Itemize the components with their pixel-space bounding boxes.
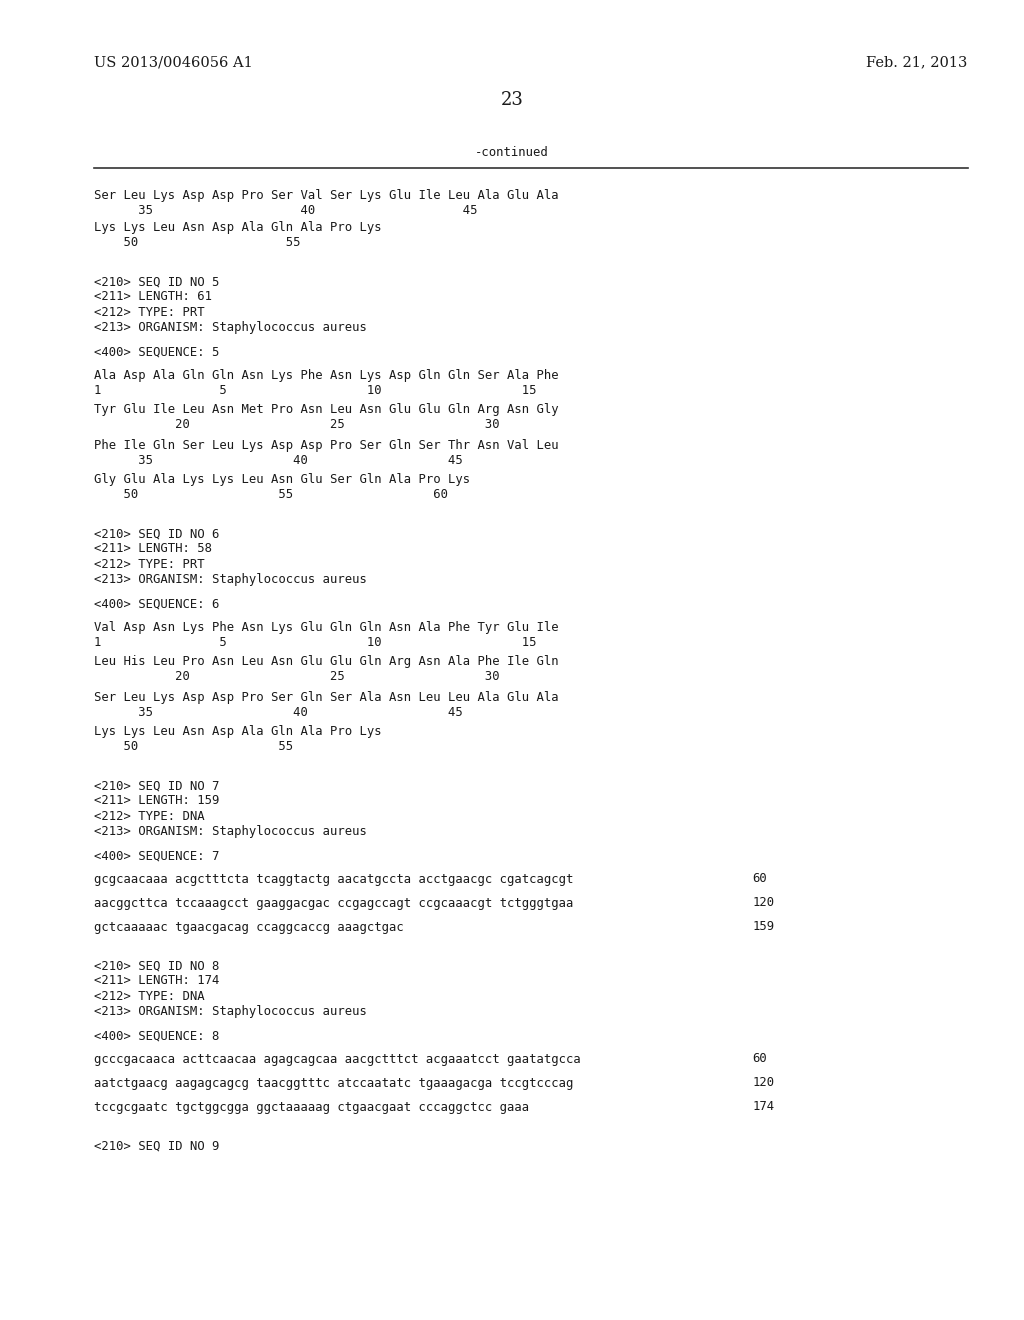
Text: Feb. 21, 2013: Feb. 21, 2013 [866, 55, 968, 69]
Text: <212> TYPE: PRT: <212> TYPE: PRT [94, 305, 205, 318]
Text: <212> TYPE: DNA: <212> TYPE: DNA [94, 990, 205, 1002]
Text: <210> SEQ ID NO 8: <210> SEQ ID NO 8 [94, 960, 219, 973]
Text: <213> ORGANISM: Staphylococcus aureus: <213> ORGANISM: Staphylococcus aureus [94, 573, 367, 586]
Text: <211> LENGTH: 61: <211> LENGTH: 61 [94, 290, 212, 304]
Text: 35                   40                   45: 35 40 45 [94, 705, 463, 718]
Text: 60: 60 [753, 1052, 767, 1065]
Text: 23: 23 [501, 91, 523, 110]
Text: 50                   55: 50 55 [94, 741, 293, 754]
Text: <400> SEQUENCE: 6: <400> SEQUENCE: 6 [94, 598, 219, 610]
Text: Lys Lys Leu Asn Asp Ala Gln Ala Pro Lys: Lys Lys Leu Asn Asp Ala Gln Ala Pro Lys [94, 726, 382, 738]
Text: gcccgacaaca acttcaacaa agagcagcaa aacgctttct acgaaatcct gaatatgcca: gcccgacaaca acttcaacaa agagcagcaa aacgct… [94, 1052, 581, 1065]
Text: 20                   25                   30: 20 25 30 [94, 418, 500, 432]
Text: US 2013/0046056 A1: US 2013/0046056 A1 [94, 55, 253, 69]
Text: Tyr Glu Ile Leu Asn Met Pro Asn Leu Asn Glu Glu Gln Arg Asn Gly: Tyr Glu Ile Leu Asn Met Pro Asn Leu Asn … [94, 404, 559, 417]
Text: 60: 60 [753, 873, 767, 886]
Text: <211> LENGTH: 159: <211> LENGTH: 159 [94, 795, 219, 808]
Text: 159: 159 [753, 920, 775, 933]
Text: <213> ORGANISM: Staphylococcus aureus: <213> ORGANISM: Staphylococcus aureus [94, 1005, 367, 1018]
Text: Lys Lys Leu Asn Asp Ala Gln Ala Pro Lys: Lys Lys Leu Asn Asp Ala Gln Ala Pro Lys [94, 222, 382, 235]
Text: 20                   25                   30: 20 25 30 [94, 671, 500, 684]
Text: 120: 120 [753, 1077, 775, 1089]
Text: -continued: -continued [475, 145, 549, 158]
Text: tccgcgaatc tgctggcgga ggctaaaaag ctgaacgaat cccaggctcc gaaa: tccgcgaatc tgctggcgga ggctaaaaag ctgaacg… [94, 1101, 529, 1114]
Text: Gly Glu Ala Lys Lys Leu Asn Glu Ser Gln Ala Pro Lys: Gly Glu Ala Lys Lys Leu Asn Glu Ser Gln … [94, 474, 470, 487]
Text: Ser Leu Lys Asp Asp Pro Ser Val Ser Lys Glu Ile Leu Ala Glu Ala: Ser Leu Lys Asp Asp Pro Ser Val Ser Lys … [94, 189, 559, 202]
Text: Val Asp Asn Lys Phe Asn Lys Glu Gln Gln Asn Ala Phe Tyr Glu Ile: Val Asp Asn Lys Phe Asn Lys Glu Gln Gln … [94, 620, 559, 634]
Text: <212> TYPE: DNA: <212> TYPE: DNA [94, 809, 205, 822]
Text: <210> SEQ ID NO 9: <210> SEQ ID NO 9 [94, 1139, 219, 1152]
Text: aatctgaacg aagagcagcg taacggtttc atccaatatc tgaaagacga tccgtcccag: aatctgaacg aagagcagcg taacggtttc atccaat… [94, 1077, 573, 1089]
Text: Ala Asp Ala Gln Gln Asn Lys Phe Asn Lys Asp Gln Gln Ser Ala Phe: Ala Asp Ala Gln Gln Asn Lys Phe Asn Lys … [94, 368, 559, 381]
Text: 1                5                   10                   15: 1 5 10 15 [94, 635, 537, 648]
Text: Ser Leu Lys Asp Asp Pro Ser Gln Ser Ala Asn Leu Leu Ala Glu Ala: Ser Leu Lys Asp Asp Pro Ser Gln Ser Ala … [94, 690, 559, 704]
Text: <400> SEQUENCE: 8: <400> SEQUENCE: 8 [94, 1030, 219, 1043]
Text: gcgcaacaaa acgctttcta tcaggtactg aacatgccta acctgaacgc cgatcagcgt: gcgcaacaaa acgctttcta tcaggtactg aacatgc… [94, 873, 573, 886]
Text: <400> SEQUENCE: 5: <400> SEQUENCE: 5 [94, 346, 219, 359]
Text: Leu His Leu Pro Asn Leu Asn Glu Glu Gln Arg Asn Ala Phe Ile Gln: Leu His Leu Pro Asn Leu Asn Glu Glu Gln … [94, 656, 559, 668]
Text: gctcaaaaac tgaacgacag ccaggcaccg aaagctgac: gctcaaaaac tgaacgacag ccaggcaccg aaagctg… [94, 920, 403, 933]
Text: 120: 120 [753, 896, 775, 909]
Text: <210> SEQ ID NO 6: <210> SEQ ID NO 6 [94, 528, 219, 540]
Text: 35                   40                   45: 35 40 45 [94, 454, 463, 466]
Text: <210> SEQ ID NO 5: <210> SEQ ID NO 5 [94, 276, 219, 289]
Text: 1                5                   10                   15: 1 5 10 15 [94, 384, 537, 396]
Text: <400> SEQUENCE: 7: <400> SEQUENCE: 7 [94, 850, 219, 862]
Text: <211> LENGTH: 58: <211> LENGTH: 58 [94, 543, 212, 556]
Text: 174: 174 [753, 1101, 775, 1114]
Text: 50                   55                   60: 50 55 60 [94, 488, 449, 502]
Text: <210> SEQ ID NO 7: <210> SEQ ID NO 7 [94, 780, 219, 792]
Text: 50                    55: 50 55 [94, 236, 301, 249]
Text: <211> LENGTH: 174: <211> LENGTH: 174 [94, 974, 219, 987]
Text: <212> TYPE: PRT: <212> TYPE: PRT [94, 557, 205, 570]
Text: 35                    40                    45: 35 40 45 [94, 203, 478, 216]
Text: <213> ORGANISM: Staphylococcus aureus: <213> ORGANISM: Staphylococcus aureus [94, 825, 367, 837]
Text: <213> ORGANISM: Staphylococcus aureus: <213> ORGANISM: Staphylococcus aureus [94, 321, 367, 334]
Text: Phe Ile Gln Ser Leu Lys Asp Asp Pro Ser Gln Ser Thr Asn Val Leu: Phe Ile Gln Ser Leu Lys Asp Asp Pro Ser … [94, 438, 559, 451]
Text: aacggcttca tccaaagcct gaaggacgac ccgagccagt ccgcaaacgt tctgggtgaa: aacggcttca tccaaagcct gaaggacgac ccgagcc… [94, 896, 573, 909]
